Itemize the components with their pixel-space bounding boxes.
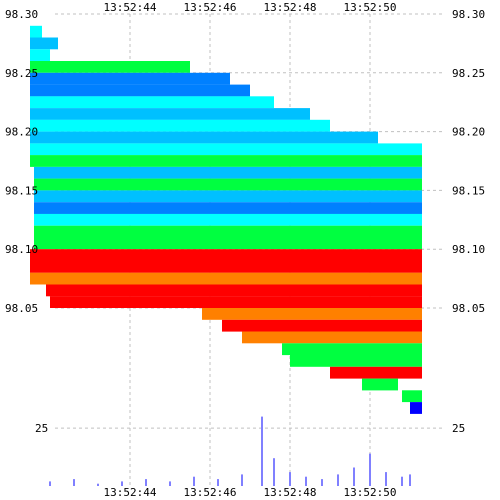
y-tick-label-right-4: 98.10 xyxy=(452,243,485,256)
heat-band-10 xyxy=(30,143,422,156)
heat-band-7 xyxy=(30,108,310,120)
heat-band-20 xyxy=(30,261,422,273)
volume-y-tick-label-right-0: 25 xyxy=(452,422,465,435)
x-tick-label-top-0: 13:52:44 xyxy=(104,1,157,14)
volume-bar-13 xyxy=(321,479,323,486)
heat-band-23 xyxy=(50,296,422,308)
heat-band-17 xyxy=(34,225,422,238)
volume-bar-1 xyxy=(73,479,75,486)
volume-bar-17 xyxy=(385,472,387,486)
heat-band-5 xyxy=(30,84,250,97)
x-tick-label-top-3: 13:52:50 xyxy=(344,1,397,14)
heat-band-2 xyxy=(30,49,50,62)
x-tick-label-top-1: 13:52:46 xyxy=(184,1,237,14)
heat-band-26 xyxy=(242,331,422,344)
heat-band-16 xyxy=(34,213,422,226)
volume-bar-18 xyxy=(401,476,403,486)
volume-bar-12 xyxy=(305,476,307,486)
volume-bar-8 xyxy=(241,474,243,486)
volume-bar-3 xyxy=(121,481,123,486)
y-tick-label-right-1: 98.25 xyxy=(452,67,485,80)
heat-band-13 xyxy=(34,178,422,191)
volume-bar-15 xyxy=(353,467,355,486)
tick-labels: 13:52:44 13:52:46 13:52:48 13:52:50 13:52:44… xyxy=(5,1,485,499)
y-tick-label-left-5: 98.05 xyxy=(5,302,38,315)
y-tick-label-right-0: 98.30 xyxy=(452,8,485,21)
heat-band-29 xyxy=(330,366,422,379)
heat-band-27 xyxy=(282,343,422,356)
heat-band-31 xyxy=(402,390,422,403)
volume-bar-19 xyxy=(409,474,411,486)
heat-band-30 xyxy=(362,378,398,391)
y-tick-label-left-0: 98.30 xyxy=(5,8,38,21)
volume-bar-10 xyxy=(273,458,275,486)
y-tick-label-right-3: 98.15 xyxy=(452,184,485,197)
heat-band-11 xyxy=(30,155,422,167)
heat-band-22 xyxy=(46,284,422,297)
volume-bar-5 xyxy=(169,481,171,486)
heat-band-15 xyxy=(34,202,422,214)
volume-bar-14 xyxy=(337,474,339,486)
volume-bar-4 xyxy=(145,479,147,486)
volume-bar-9 xyxy=(261,416,263,486)
y-tick-label-left-2: 98.20 xyxy=(5,126,38,139)
heat-band-28 xyxy=(290,355,422,367)
x-tick-label-bottom-3: 13:52:50 xyxy=(344,486,397,499)
heat-band-21 xyxy=(30,272,422,285)
volume-bar-6 xyxy=(193,476,195,486)
x-tick-label-top-2: 13:52:48 xyxy=(264,1,317,14)
volume-bar-16 xyxy=(369,453,371,486)
volume-y-tick-label-left-0: 25 xyxy=(35,422,48,435)
y-tick-label-left-4: 98.10 xyxy=(5,243,38,256)
heat-band-14 xyxy=(34,190,422,203)
heat-band-19 xyxy=(30,249,422,261)
heat-band-18 xyxy=(34,237,422,250)
volume-bar-7 xyxy=(217,479,219,486)
heat-band-1 xyxy=(30,37,58,50)
volume-bar-2 xyxy=(97,483,99,486)
y-tick-label-right-5: 98.05 xyxy=(452,302,485,315)
heat-band-12 xyxy=(34,166,422,179)
heat-band-25 xyxy=(222,319,422,332)
x-tick-label-bottom-0: 13:52:44 xyxy=(104,486,157,499)
heat-band-3 xyxy=(30,61,190,73)
y-tick-label-left-3: 98.15 xyxy=(5,184,38,197)
heat-band-8 xyxy=(30,119,330,132)
volume-bars xyxy=(49,416,411,486)
heatmap-bands xyxy=(30,25,422,414)
heat-band-9 xyxy=(30,131,378,144)
heat-band-6 xyxy=(30,96,274,109)
heat-band-4 xyxy=(30,72,230,85)
heat-band-0 xyxy=(30,25,42,38)
x-tick-label-bottom-1: 13:52:46 xyxy=(184,486,237,499)
x-tick-label-bottom-2: 13:52:48 xyxy=(264,486,317,499)
heat-band-24 xyxy=(202,308,422,320)
volume-bar-11 xyxy=(289,472,291,486)
y-tick-label-right-2: 98.20 xyxy=(452,126,485,139)
y-tick-label-left-1: 98.25 xyxy=(5,67,38,80)
heat-band-32 xyxy=(410,402,422,414)
volume-bar-0 xyxy=(49,481,51,486)
